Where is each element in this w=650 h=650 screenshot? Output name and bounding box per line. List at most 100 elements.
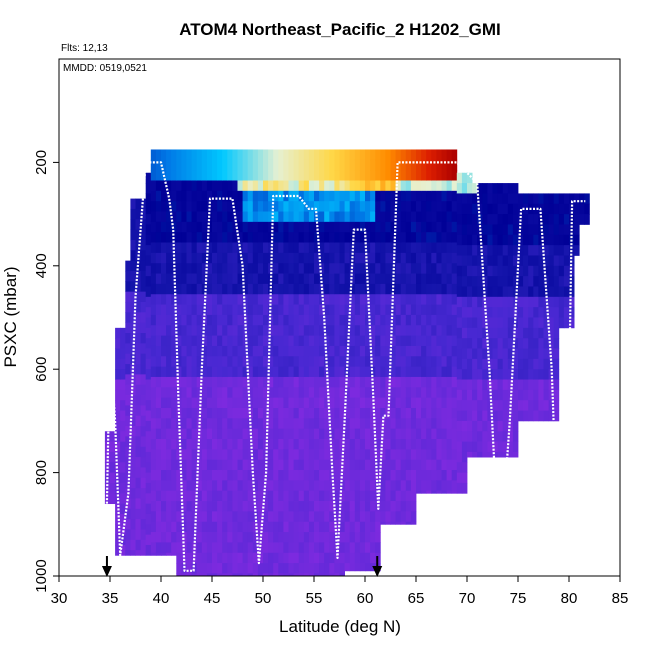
heatmap-cell xyxy=(446,201,453,212)
heatmap-cell xyxy=(196,263,203,274)
heatmap-cell xyxy=(227,542,233,554)
heatmap-cell xyxy=(354,501,361,512)
heatmap-cell xyxy=(278,366,284,378)
heatmap-cell xyxy=(130,343,136,355)
heatmap-cell xyxy=(416,170,422,181)
heatmap-cell xyxy=(359,459,366,471)
heatmap-cell xyxy=(283,159,289,171)
heatmap-cell xyxy=(171,314,177,326)
heatmap-cell xyxy=(263,356,269,368)
heatmap-cell xyxy=(166,252,172,264)
heatmap-cell xyxy=(385,459,391,471)
heatmap-cell xyxy=(375,532,381,543)
heatmap-cell xyxy=(268,366,274,378)
heatmap-cell xyxy=(268,159,274,171)
heatmap-cell xyxy=(273,335,279,347)
heatmap-cell xyxy=(380,449,386,461)
heatmap-cell xyxy=(135,415,141,427)
heatmap-cell xyxy=(354,149,361,161)
heatmap-cell xyxy=(247,563,254,574)
heatmap-cell xyxy=(446,232,453,243)
heatmap-cell xyxy=(288,252,294,264)
heatmap-cell xyxy=(405,439,412,450)
heatmap-cell xyxy=(303,501,310,512)
heatmap-cell xyxy=(252,232,259,243)
heatmap-cell xyxy=(181,397,187,409)
heatmap-cell xyxy=(308,521,315,533)
heatmap-cell xyxy=(385,345,391,357)
heatmap-cell xyxy=(441,376,447,388)
heatmap-cell xyxy=(421,180,427,192)
heatmap-cell xyxy=(247,501,254,512)
heatmap-cell xyxy=(334,459,340,471)
heatmap-cell xyxy=(426,221,432,233)
heatmap-cell xyxy=(512,379,519,391)
heatmap-cell xyxy=(206,273,213,285)
heatmap-cell xyxy=(512,348,519,360)
heatmap-cell xyxy=(115,348,121,360)
heatmap-cell xyxy=(288,232,294,243)
heatmap-cell xyxy=(359,356,366,368)
heatmap-cell xyxy=(227,252,233,264)
heatmap-cell xyxy=(130,405,136,417)
heatmap-cell xyxy=(196,521,203,533)
heatmap-cell xyxy=(161,470,167,481)
heatmap-cell xyxy=(497,214,504,225)
heatmap-cell xyxy=(558,224,565,236)
heatmap-cell xyxy=(431,232,437,243)
heatmap-cell xyxy=(268,304,274,316)
heatmap-cell xyxy=(263,283,269,295)
heatmap-cell xyxy=(349,252,356,264)
heatmap-cell xyxy=(263,418,269,430)
heatmap-cell xyxy=(278,294,284,305)
heatmap-cell xyxy=(574,214,580,225)
heatmap-cell xyxy=(314,294,320,305)
heatmap-cell xyxy=(456,482,463,494)
heatmap-cell xyxy=(584,214,590,225)
heatmap-cell xyxy=(446,459,453,471)
heatmap-cell xyxy=(196,294,203,305)
heatmap-cell xyxy=(502,441,509,453)
heatmap-cell xyxy=(201,573,208,577)
heatmap-cell xyxy=(252,283,259,295)
heatmap-cell xyxy=(293,221,300,233)
heatmap-cell xyxy=(288,490,294,502)
heatmap-cell xyxy=(472,183,478,194)
heatmap-cell xyxy=(298,387,305,399)
heatmap-cell xyxy=(150,397,157,409)
heatmap-cell xyxy=(400,428,407,440)
heatmap-cell xyxy=(354,552,361,564)
heatmap-cell xyxy=(217,521,223,533)
heatmap-cell xyxy=(405,397,412,409)
heatmap-cell xyxy=(155,180,162,192)
heatmap-cell xyxy=(217,221,223,233)
heatmap-cell xyxy=(135,239,141,251)
heatmap-cell xyxy=(161,407,167,419)
heatmap-cell xyxy=(283,501,289,512)
heatmap-cell xyxy=(237,407,243,419)
heatmap-cell xyxy=(232,325,238,336)
heatmap-cell xyxy=(263,149,269,161)
heatmap-cell xyxy=(390,470,396,481)
heatmap-cell xyxy=(150,470,157,481)
heatmap-cell xyxy=(314,201,320,212)
heatmap-cell xyxy=(359,159,366,171)
heatmap-cell xyxy=(227,304,233,316)
heatmap-cell xyxy=(334,273,340,285)
heatmap-cell xyxy=(451,314,458,326)
heatmap-cell xyxy=(191,459,198,471)
heatmap-cell xyxy=(405,159,412,171)
heatmap-cell xyxy=(451,201,458,212)
heatmap-cell xyxy=(400,149,407,161)
heatmap-cell xyxy=(359,335,366,347)
heatmap-cell xyxy=(227,263,233,274)
heatmap-cell xyxy=(232,542,238,554)
heatmap-cell xyxy=(257,521,264,533)
heatmap-cell xyxy=(145,462,152,473)
heatmap-cell xyxy=(436,314,442,326)
heatmap-cell xyxy=(237,221,243,233)
heatmap-cell xyxy=(451,180,458,192)
heatmap-cell xyxy=(222,376,228,388)
heatmap-cell xyxy=(171,283,177,295)
heatmap-cell xyxy=(273,439,279,450)
